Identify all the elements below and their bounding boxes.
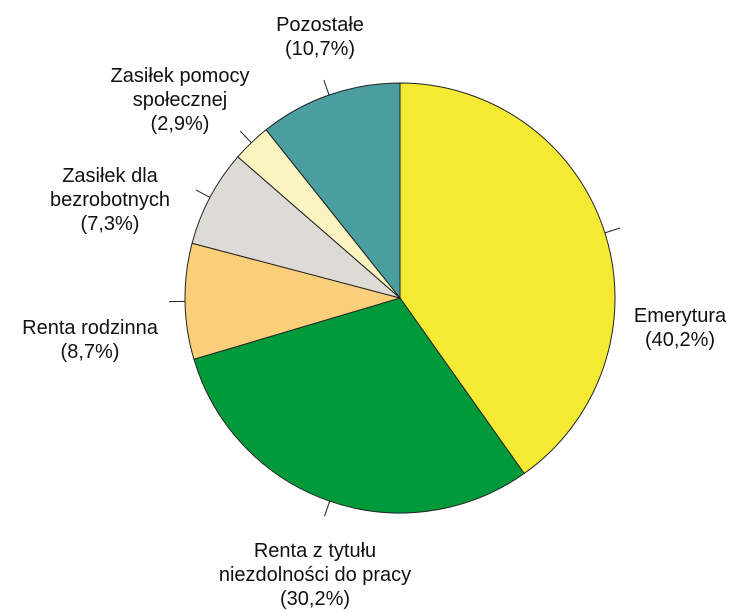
- pie-slice: [265, 82, 401, 300]
- category-name: Renta z tytułu niezdolności do pracy: [218, 540, 412, 586]
- pie-slice: [191, 156, 401, 299]
- pie-slice: [399, 82, 616, 475]
- slice-label: Renta rodzinna (8,7%): [0, 316, 190, 364]
- category-name: Renta rodzinna: [22, 317, 158, 339]
- leader-line: [239, 130, 252, 144]
- value-label: (7,3%): [80, 213, 140, 235]
- value-label: (10,7%): [284, 38, 356, 60]
- leader-line: [324, 501, 331, 517]
- value-label: (40,2%): [644, 329, 716, 351]
- value-label: (2,9%): [150, 113, 210, 135]
- pie-slice: [193, 297, 525, 514]
- category-name: Emerytura: [633, 305, 727, 327]
- pie-slice: [184, 242, 402, 360]
- category-name: Zasiłek pomocy społecznej: [110, 65, 250, 111]
- leader-line: [604, 227, 621, 234]
- value-label: (8,7%): [60, 341, 120, 363]
- category-name: Pozostałe: [276, 14, 364, 36]
- value-label: (30,2%): [279, 588, 351, 610]
- slice-label: Zasiłek pomocy społecznej (2,9%): [85, 64, 275, 136]
- slice-label: Zasiłek dla bezrobotnych (7,3%): [35, 164, 185, 236]
- leader-line: [195, 189, 211, 198]
- leader-line: [323, 79, 330, 96]
- slice-label: Emerytura (40,2%): [600, 304, 741, 352]
- slice-label: Pozostałe (10,7%): [245, 13, 395, 61]
- slice-label: Renta z tytułu niezdolności do pracy (30,…: [200, 539, 430, 611]
- category-name: Zasiłek dla bezrobotnych: [49, 165, 171, 211]
